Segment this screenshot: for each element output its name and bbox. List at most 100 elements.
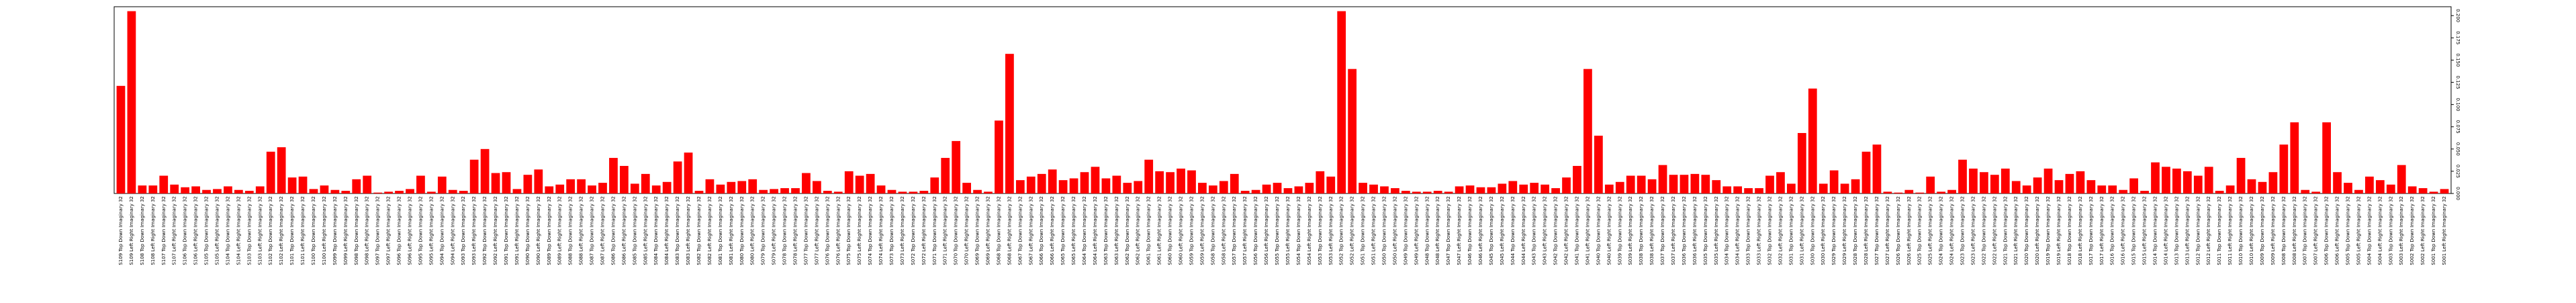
x-tick-label: S007 Left Right Imaginary 32	[2313, 196, 2319, 265]
bar	[2129, 178, 2139, 193]
bar	[1177, 168, 1185, 193]
bar	[641, 173, 650, 193]
x-tick-label: S053 Top Down Imaginary 32	[1318, 196, 1323, 265]
x-tick-label: S024 Left Right Imaginary 32	[1949, 196, 1955, 265]
x-tick-label: S103 Top Down Imaginary 32	[246, 196, 252, 265]
bar	[234, 189, 243, 193]
bar	[2375, 180, 2385, 193]
x-tick-label: S073 Top Down Imaginary 32	[889, 196, 894, 265]
bar	[1069, 178, 1078, 193]
bar	[2086, 180, 2096, 193]
x-tick-label: S106 Top Down Imaginary 32	[183, 196, 188, 265]
x-tick-label: S097 Top Down Imaginary 32	[375, 196, 381, 265]
y-tick-label: 0.175	[2455, 31, 2460, 44]
bar	[1551, 188, 1560, 193]
bar	[898, 191, 907, 193]
x-tick-label: S098 Left Right Imaginary 32	[365, 196, 370, 265]
x-tick-label: S091 Top Down Imaginary 32	[504, 196, 509, 265]
bar	[1883, 191, 1892, 193]
x-tick-label: S046 Left Right Imaginary 32	[1478, 196, 1483, 265]
x-tick-label: S104 Top Down Imaginary 32	[225, 196, 230, 265]
x-tick-label: S040 Left Right Imaginary 32	[1606, 196, 1612, 265]
bar	[2022, 185, 2031, 193]
bar	[2407, 186, 2417, 193]
x-tick-label: S026 Top Down Imaginary 32	[1896, 196, 1901, 265]
bar	[1765, 175, 1774, 193]
bar	[2311, 191, 2321, 193]
bar	[2097, 185, 2107, 193]
x-tick-label: S074 Top Down Imaginary 32	[868, 196, 873, 265]
bar	[298, 176, 308, 193]
x-tick-label: S033 Left Right Imaginary 32	[1757, 196, 1762, 265]
bar	[1251, 189, 1260, 193]
bar	[1573, 165, 1581, 193]
x-tick-label: S061 Left Right Imaginary 32	[1157, 196, 1162, 265]
bar	[224, 186, 232, 193]
bar	[2333, 172, 2342, 193]
bar	[1647, 179, 1657, 193]
bar	[341, 191, 351, 193]
x-tick-label: S049 Top Down Imaginary 32	[1403, 196, 1408, 265]
bar	[1819, 183, 1828, 193]
x-tick-label: S011 Left Right Imaginary 32	[2227, 196, 2233, 265]
bar	[1787, 183, 1796, 193]
x-tick-label: S072 Top Down Imaginary 32	[911, 196, 916, 265]
bar	[1498, 183, 1507, 193]
x-tick-label: S064 Left Right Imaginary 32	[1093, 196, 1098, 265]
bar	[2119, 189, 2128, 193]
bar	[459, 191, 468, 193]
x-tick-label: S039 Top Down Imaginary 32	[1617, 196, 1622, 265]
x-tick-label: S041 Left Right Imaginary 32	[1585, 196, 1590, 265]
x-tick-label: S055 Left Right Imaginary 32	[1285, 196, 1291, 265]
x-tick-label: S019 Left Right Imaginary 32	[2056, 196, 2062, 265]
bar	[876, 185, 886, 193]
x-tick-label: S030 Left Right Imaginary 32	[1821, 196, 1826, 265]
bar	[1829, 170, 1839, 193]
bar	[737, 181, 747, 193]
x-tick-label: S065 Left Right Imaginary 32	[1071, 196, 1076, 265]
bar	[2344, 183, 2352, 193]
bar	[2236, 158, 2246, 193]
x-tick-label: S010 Left Right Imaginary 32	[2249, 196, 2254, 265]
bar	[309, 189, 318, 193]
bar	[1015, 180, 1025, 193]
y-tick-label: 0.150	[2455, 53, 2460, 67]
x-tick-label: S077 Top Down Imaginary 32	[803, 196, 809, 265]
bar	[1722, 186, 1732, 193]
bar	[1134, 181, 1143, 193]
bar	[1091, 167, 1100, 193]
bar	[2033, 177, 2042, 193]
bar	[651, 185, 661, 193]
x-tick-label: S096 Top Down Imaginary 32	[397, 196, 402, 265]
bar	[748, 179, 757, 193]
x-tick-label: S106 Left Right Imaginary 32	[193, 196, 199, 265]
x-tick-label: S006 Left Right Imaginary 32	[2335, 196, 2340, 265]
bar	[1326, 176, 1336, 193]
x-tick-label: S046 Top Down Imaginary 32	[1467, 196, 1473, 265]
bar	[406, 189, 414, 193]
bar	[512, 189, 522, 193]
x-tick-label: S068 Left Right Imaginary 32	[1007, 196, 1012, 265]
x-tick-label: S060 Left Right Imaginary 32	[1179, 196, 1184, 265]
bar	[1604, 184, 1614, 193]
bar	[330, 189, 340, 193]
bar	[2000, 168, 2010, 193]
x-tick-label: S068 Top Down Imaginary 32	[996, 196, 1001, 265]
bar	[919, 191, 929, 193]
bar	[1359, 183, 1367, 193]
bar	[813, 181, 821, 193]
x-tick-label: S034 Top Down Imaginary 32	[1724, 196, 1730, 265]
bar	[2076, 171, 2085, 193]
x-tick-label: S003 Top Down Imaginary 32	[2388, 196, 2393, 265]
bar	[833, 191, 843, 193]
x-tick-label: S098 Top Down Imaginary 32	[354, 196, 359, 265]
x-tick-label: S038 Left Right Imaginary 32	[1649, 196, 1655, 265]
x-tick-label: S001 Top Down Imaginary 32	[2431, 196, 2436, 265]
x-tick-label: S025 Top Down Imaginary 32	[1917, 196, 1923, 265]
bar	[1990, 175, 1999, 193]
x-tick-label: S021 Left Right Imaginary 32	[2013, 196, 2019, 265]
bar	[1947, 189, 1956, 193]
x-tick-label: S044 Left Right Imaginary 32	[1521, 196, 1526, 265]
bar	[1937, 191, 1945, 193]
x-tick-label: S014 Top Down Imaginary 32	[2153, 196, 2158, 265]
